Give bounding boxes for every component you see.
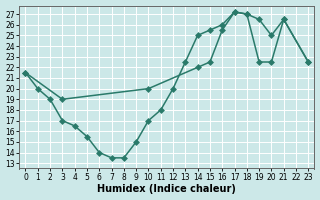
X-axis label: Humidex (Indice chaleur): Humidex (Indice chaleur) <box>98 184 236 194</box>
